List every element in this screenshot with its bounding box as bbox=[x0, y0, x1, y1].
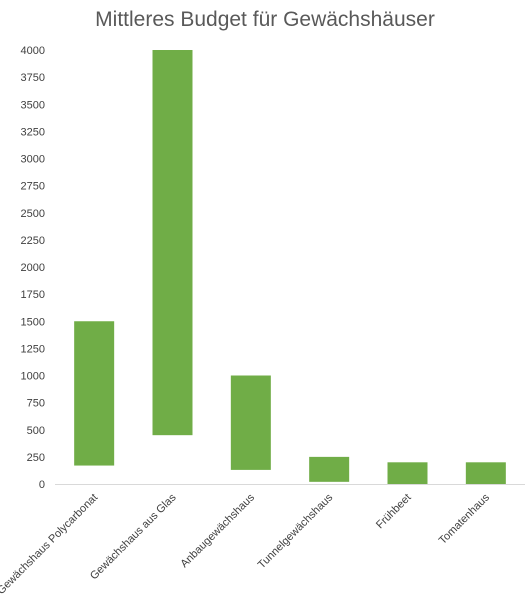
x-tick-label: Gewächshaus aus Glas bbox=[88, 491, 179, 582]
x-tick-label: Tomatenhaus bbox=[437, 491, 493, 547]
x-tick-label: Frühbeet bbox=[374, 492, 414, 532]
y-tick-label: 2500 bbox=[21, 208, 45, 220]
x-tick-label: Tunnelgewächshaus bbox=[256, 491, 336, 571]
bar bbox=[74, 321, 115, 466]
y-tick-label: 500 bbox=[27, 425, 45, 437]
bar bbox=[152, 50, 193, 436]
y-tick-label: 1000 bbox=[21, 371, 45, 383]
y-tick-label: 3000 bbox=[21, 154, 45, 166]
bars-group bbox=[74, 50, 506, 484]
y-tick-label: 750 bbox=[27, 398, 45, 410]
y-tick-label: 250 bbox=[27, 452, 45, 464]
y-tick-label: 2250 bbox=[21, 235, 45, 247]
y-tick-label: 2000 bbox=[21, 262, 45, 274]
chart-title: Mittleres Budget für Gewächshäuser bbox=[95, 8, 435, 31]
bar bbox=[309, 456, 350, 482]
x-tick-label: Gewächshaus Polycarbonat bbox=[0, 492, 100, 597]
y-tick-label: 1500 bbox=[21, 316, 45, 328]
bar bbox=[387, 462, 428, 484]
y-tick-label: 3500 bbox=[21, 99, 45, 111]
y-tick-label: 3750 bbox=[21, 72, 45, 84]
y-tick-label: 3250 bbox=[21, 126, 45, 138]
y-tick-label: 0 bbox=[39, 479, 45, 491]
y-tick-label: 1250 bbox=[21, 343, 45, 355]
y-tick-label: 4000 bbox=[21, 45, 45, 57]
y-tick-label: 2750 bbox=[21, 181, 45, 193]
bar bbox=[465, 462, 506, 484]
x-tick-label: Anbaugewächshaus bbox=[178, 491, 257, 570]
y-axis: 0 250 500 750 1000 1250 1500 1750 2000 2250 2500 27… bbox=[21, 45, 45, 491]
bar bbox=[230, 375, 271, 470]
y-tick-label: 1750 bbox=[21, 289, 45, 301]
